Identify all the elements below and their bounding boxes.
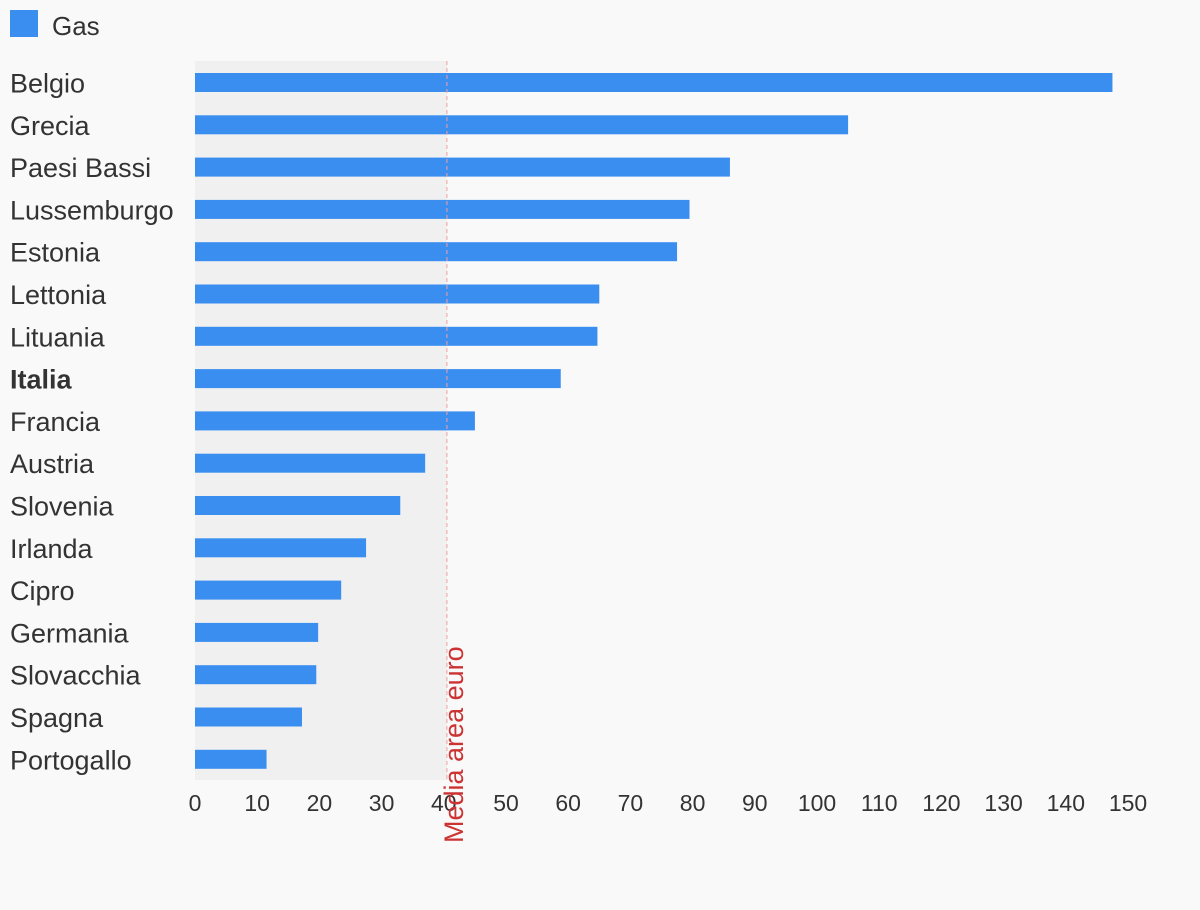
x-tick-label: 120 (922, 790, 960, 816)
x-tick-label: 50 (493, 790, 519, 816)
bar (195, 115, 849, 135)
category-label: Germania (10, 618, 130, 648)
category-label: Portogallo (10, 745, 132, 775)
plot-area: Belgio Grecia Paesi Bassi Lussemburgo Estoni… (10, 61, 1147, 843)
category-label: Francia (10, 407, 101, 437)
bar (195, 242, 678, 262)
x-tick-label: 30 (369, 790, 395, 816)
legend: Gas (10, 10, 100, 41)
category-label: Paesi Bassi (10, 153, 151, 183)
x-tick-label: 60 (555, 790, 581, 816)
x-tick-label: 150 (1109, 790, 1147, 816)
bar (195, 707, 302, 727)
bar (195, 665, 317, 685)
x-tick-label: 110 (861, 790, 898, 816)
bar (195, 199, 690, 219)
bar (195, 622, 319, 642)
bar (195, 369, 561, 389)
category-label: Grecia (10, 111, 91, 141)
bar (195, 580, 342, 600)
x-tick-label: 10 (244, 790, 270, 816)
bar (195, 326, 598, 346)
x-tick-label: 100 (798, 790, 836, 816)
category-label: Austria (10, 449, 95, 479)
bar (195, 496, 401, 515)
bar (195, 749, 267, 769)
category-label: Lussemburgo (10, 195, 174, 225)
legend-swatch (10, 10, 38, 37)
category-label: Belgio (10, 69, 85, 99)
category-label: Lettonia (10, 280, 107, 310)
category-label: Spagna (10, 703, 104, 733)
x-tick-label: 20 (307, 790, 333, 816)
category-label: Slovacchia (10, 661, 142, 691)
bar (195, 538, 367, 558)
category-label: Slovenia (10, 492, 115, 522)
bar (195, 73, 1113, 92)
x-tick-label: 90 (742, 790, 768, 816)
category-label: Lituania (10, 322, 106, 352)
category-label: Italia (10, 365, 73, 395)
bar (195, 411, 475, 431)
bar (195, 284, 600, 304)
x-tick-label: 140 (1047, 790, 1085, 816)
x-tick-label: 130 (984, 790, 1022, 816)
x-tick-label: 0 (189, 790, 202, 816)
bar (195, 453, 426, 473)
category-label: Estonia (10, 238, 101, 268)
x-tick-label: 70 (618, 790, 644, 816)
bar (195, 157, 730, 177)
x-tick-label: 80 (680, 790, 706, 816)
x-tick-label: 40 (431, 790, 457, 816)
category-label: Cipro (10, 576, 75, 606)
legend-label: Gas (52, 11, 100, 41)
reference-line-label: Media area euro (439, 646, 469, 843)
category-label: Irlanda (10, 534, 94, 564)
